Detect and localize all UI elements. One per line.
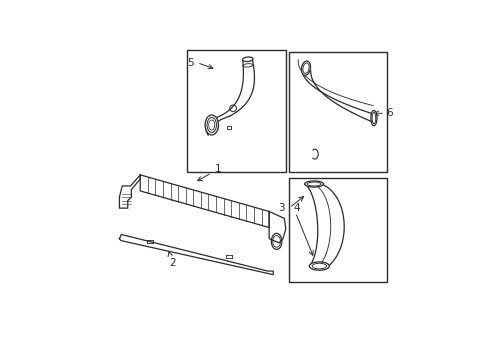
Polygon shape (305, 184, 344, 266)
Text: 5: 5 (187, 58, 194, 68)
Polygon shape (120, 234, 273, 275)
Text: 6: 6 (387, 108, 393, 118)
Polygon shape (269, 211, 286, 243)
Text: 3: 3 (279, 203, 285, 213)
Polygon shape (140, 175, 269, 228)
Bar (289, 177, 387, 282)
Ellipse shape (243, 57, 253, 62)
Ellipse shape (309, 262, 329, 270)
Ellipse shape (301, 61, 311, 75)
Bar (187, 50, 286, 172)
Ellipse shape (305, 181, 323, 187)
Ellipse shape (205, 115, 219, 135)
Text: 2: 2 (168, 252, 175, 268)
Ellipse shape (371, 111, 377, 126)
Text: 4: 4 (293, 203, 299, 213)
Bar (289, 51, 387, 172)
Polygon shape (120, 175, 140, 208)
Text: 1: 1 (197, 164, 221, 181)
